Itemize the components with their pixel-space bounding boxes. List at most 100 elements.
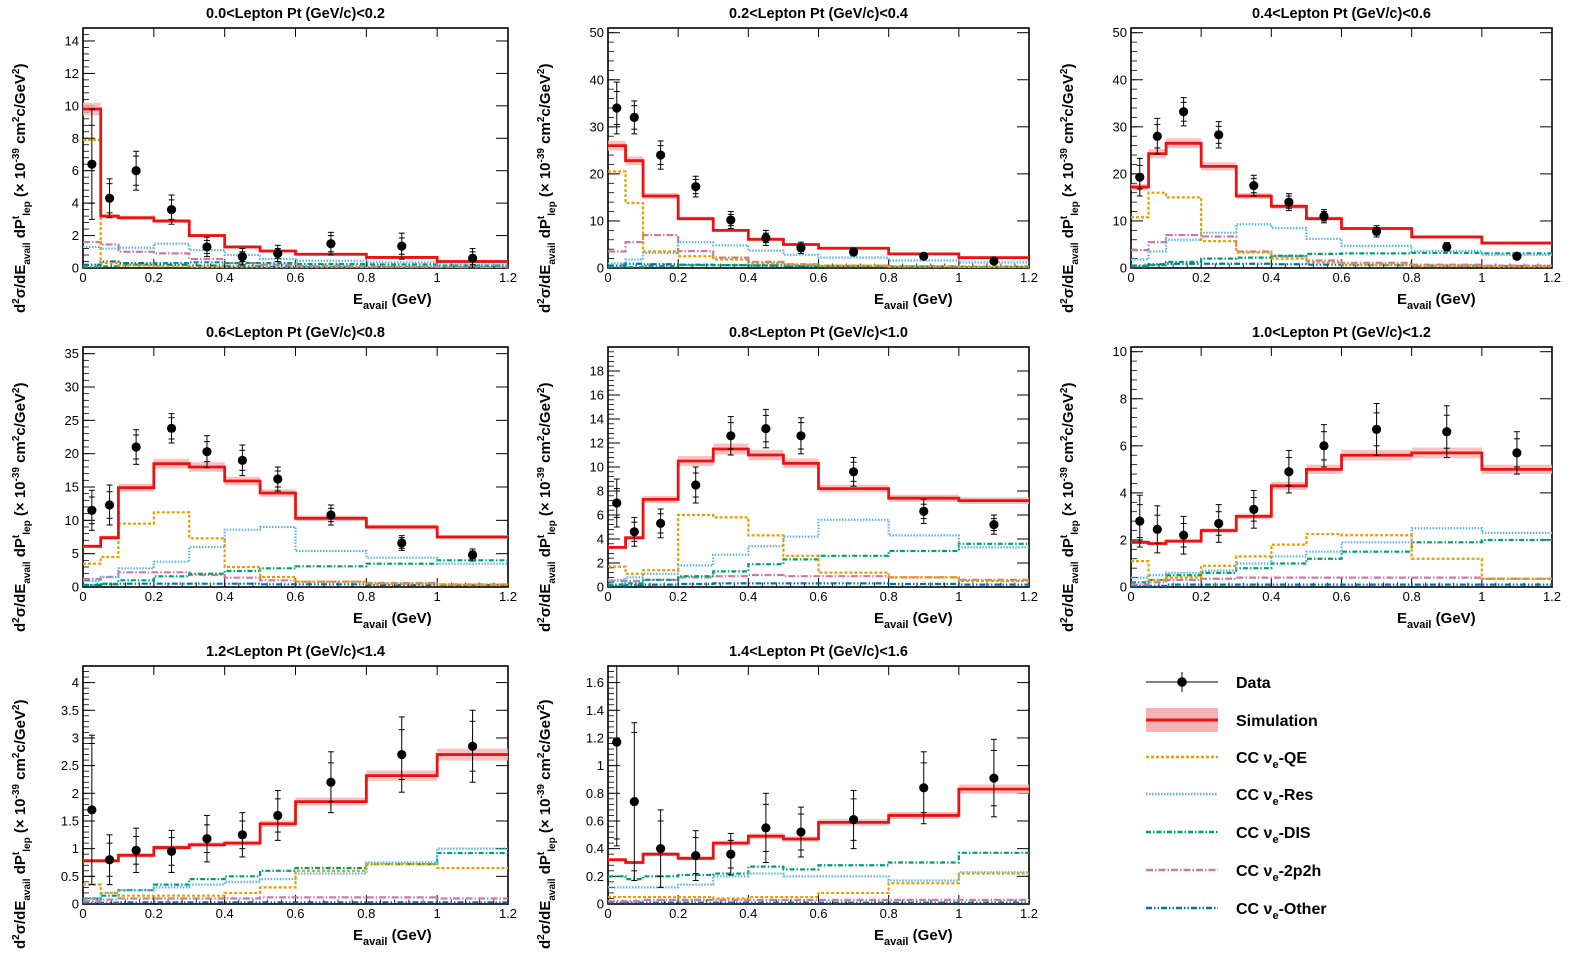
- panel-6: 1.0<Lepton Pt (GeV/c)<1.2 0 0.2 0.4 0.6 0.8 1 1…: [1059, 325, 1561, 632]
- y-tick-label: 6: [72, 163, 79, 178]
- series-qe: [608, 170, 1029, 268]
- y-label-part: lep: [1070, 520, 1081, 534]
- x-label-unit: (GeV): [387, 927, 431, 944]
- y-label-part: d: [1060, 623, 1077, 632]
- data-point: [273, 810, 283, 821]
- y-label-part: -39: [11, 784, 22, 799]
- x-tick-label: 1: [955, 589, 962, 604]
- series-qe: [1131, 191, 1552, 268]
- x-label-main: E: [353, 291, 363, 308]
- plot-area: [608, 666, 1029, 904]
- y-label-part: 2: [11, 704, 22, 710]
- data-point: [629, 112, 639, 123]
- legend-label-main: Simulation: [1236, 713, 1318, 730]
- y-tick-label: 10: [65, 513, 79, 528]
- y-label-part: ): [537, 383, 554, 388]
- y-tick-label: 4: [72, 196, 79, 211]
- data-point: [761, 823, 771, 833]
- y-tick-label: 0: [72, 897, 79, 912]
- data-point: [1284, 197, 1294, 207]
- x-label-sub: avail: [363, 619, 387, 631]
- y-label-part: dP: [537, 219, 554, 242]
- y-label-part: d: [12, 304, 29, 313]
- data-point: [1152, 131, 1162, 141]
- y-tick-label: 1.4: [586, 703, 604, 718]
- series-res: [83, 242, 508, 266]
- y-tick-label: 1.6: [586, 675, 604, 690]
- y-tick-label: 1: [72, 841, 79, 856]
- y-label-part: t: [11, 851, 22, 855]
- y-axis-label: d2σ/dEavail dPtlep (× 10-39 cm2c/GeV2): [11, 383, 33, 632]
- y-label-part: cm: [537, 122, 554, 148]
- x-axis-label: Eavail (GeV): [353, 610, 432, 631]
- y-label-part: σ/dE: [12, 584, 29, 618]
- y-label-part: 2: [536, 387, 547, 393]
- data-point: [202, 242, 212, 252]
- y-tick-label: 0.8: [586, 786, 604, 801]
- data-point: [87, 159, 97, 169]
- series-other: [1131, 583, 1552, 587]
- x-axis-label: Eavail (GeV): [353, 291, 432, 312]
- x-tick-label: 0.6: [286, 906, 304, 921]
- data-point: [1135, 516, 1145, 526]
- y-tick-label: 50: [590, 25, 604, 40]
- y-label-part: dP: [12, 538, 29, 561]
- y-label-part: (× 10: [12, 481, 29, 520]
- legend-label-suffix: -Res: [1279, 787, 1314, 804]
- y-label-part: lep: [547, 520, 558, 534]
- data-point: [848, 467, 859, 477]
- legend-label: CC νe-QE: [1236, 750, 1307, 771]
- y-label-part: lep: [22, 837, 33, 851]
- y-label-part: c/GeV: [12, 710, 29, 753]
- y-label-part: (× 10: [537, 481, 554, 520]
- y-tick-label: 6: [1120, 438, 1127, 453]
- data-point: [1135, 172, 1145, 182]
- y-label-part: c/GeV: [1060, 74, 1077, 117]
- data-point: [656, 150, 666, 160]
- y-label-part: 2: [11, 617, 22, 623]
- y-label-part: t: [536, 534, 547, 538]
- x-tick-label: 0.8: [880, 270, 898, 285]
- x-label-sub: avail: [363, 936, 387, 948]
- y-tick-label: 5: [72, 546, 79, 561]
- y-label-part: 2: [1059, 387, 1070, 393]
- data-point: [612, 737, 622, 747]
- x-tick-label: 1.2: [1020, 906, 1038, 921]
- data-point: [1442, 242, 1452, 252]
- series-simulation: [1131, 141, 1552, 245]
- y-label-part: t: [11, 215, 22, 219]
- legend-label-main: CC ν: [1236, 863, 1273, 880]
- x-label-sub: avail: [1407, 619, 1431, 631]
- y-tick-label: 14: [65, 33, 79, 48]
- data-point: [919, 783, 929, 793]
- x-tick-label: 0.4: [216, 589, 234, 604]
- x-axis-label: Eavail (GeV): [874, 610, 953, 631]
- data-point: [397, 538, 407, 548]
- series-twop2h: [83, 240, 508, 268]
- series-qe: [1131, 532, 1552, 582]
- x-tick-label: 1.2: [1020, 589, 1038, 604]
- y-axis-label: d2σ/dEavail dPtlep (× 10-39 cm2c/GeV2): [11, 64, 33, 313]
- x-tick-label: 0.6: [1332, 270, 1350, 285]
- y-label-part: ): [537, 700, 554, 705]
- y-tick-label: 4: [72, 675, 79, 690]
- data-point: [1214, 518, 1224, 529]
- y-label-part: -39: [1059, 148, 1070, 163]
- data-point: [104, 193, 115, 203]
- y-tick-label: 18: [590, 364, 604, 379]
- y-label-part: ): [12, 64, 29, 69]
- x-label-sub: avail: [884, 300, 908, 312]
- y-label-part: t: [1059, 215, 1070, 219]
- data-point: [87, 505, 97, 515]
- data-point: [796, 827, 806, 837]
- x-label-unit: (GeV): [908, 291, 952, 308]
- y-label-part: -39: [536, 784, 547, 799]
- series-res: [1131, 527, 1552, 579]
- x-label-main: E: [874, 291, 884, 308]
- x-tick-label: 0: [1127, 270, 1134, 285]
- plot-area: [83, 709, 508, 904]
- y-label-part: c/GeV: [1060, 393, 1077, 436]
- y-label-part: lep: [547, 837, 558, 851]
- x-tick-label: 1: [955, 906, 962, 921]
- y-label-part: (× 10: [12, 798, 29, 837]
